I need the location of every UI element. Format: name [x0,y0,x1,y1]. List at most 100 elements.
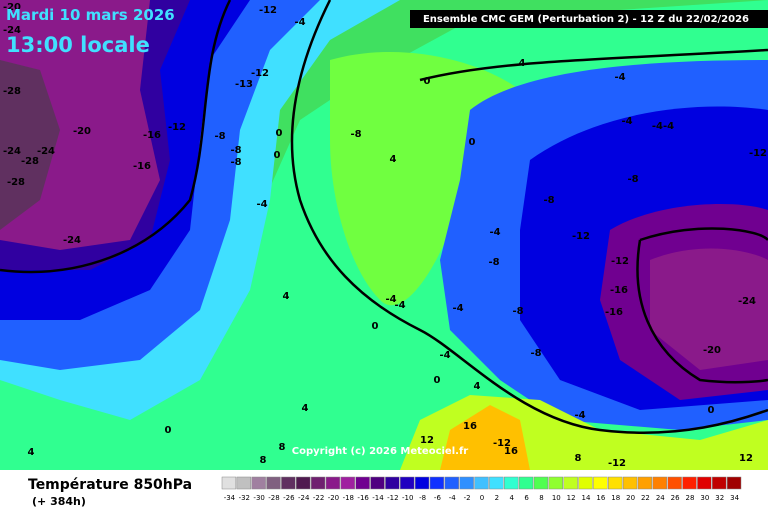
contour-label: 4 [474,381,481,392]
field-russia-neg20 [650,248,768,370]
scale-swatch [518,476,534,490]
contour-label: -4 [489,227,500,238]
contour-label: 12 [420,435,434,446]
scale-label: -32 [239,494,250,502]
scale-label: 20 [626,494,635,502]
scale-label: -10 [402,494,413,502]
scale-swatch [414,476,430,490]
contour-label: -8 [530,348,541,359]
contour-label: 16 [463,421,477,432]
contour-label: -12 [608,458,626,469]
time: 13:00 locale [6,33,150,57]
contour-label: -12 [168,122,186,133]
contour-label: -8 [350,129,361,140]
contour-label: 0 [165,425,172,436]
scale-swatch [563,476,578,490]
contour-label: 8 [575,453,582,464]
contour-label: -16 [605,307,623,318]
map [0,0,768,470]
contour-label: -12 [611,256,629,267]
contour-label: -24 [3,146,21,157]
contour-label: -24 [37,146,55,157]
header-box [410,10,768,28]
contour-label: -12 [259,5,277,16]
scale-label: -8 [419,494,426,502]
isotherm-neg12 [0,0,232,274]
contour-label: -4 [294,17,305,28]
scale-swatch [533,476,549,490]
contour-label: 16 [504,446,518,457]
scale-label: 28 [686,494,695,502]
contour-label: 0 [372,321,379,332]
scale-swatch [622,476,638,490]
contour-label: 12 [739,453,753,464]
scale-label: -22 [313,494,324,502]
scale-label: 10 [552,494,561,502]
contour-label: 4 [302,403,309,414]
scale-label: 30 [700,494,709,502]
scale-label: -12 [387,494,398,502]
contour-label: -4 [394,300,405,311]
scale-swatch [459,476,474,490]
isotherm-0 [290,0,768,434]
scale-label: 8 [539,494,543,502]
scale-swatch [652,476,667,490]
scale-label: -30 [253,494,264,502]
scale-swatch [429,476,445,490]
model-info: Ensemble CMC GEM (Perturbation 2) - 12 Z… [423,14,749,25]
scale-label: 26 [671,494,680,502]
scale-swatch [474,476,489,490]
contour-label: -28 [7,177,25,188]
scale-swatch [548,476,563,490]
isotherm-neg16 [636,227,768,384]
contour-label: -8 [230,145,241,156]
copyright: Copyright (c) 2026 Meteociel.fr [292,446,469,457]
contour-label: -8 [512,306,523,317]
scale-swatch [504,476,519,490]
scale-swatch [682,476,697,490]
scale-swatch [578,476,593,490]
contour-label: 4 [28,447,35,458]
scale-swatch [236,476,251,490]
contour-label: -16 [143,130,161,141]
scale-swatch [667,476,682,490]
scale-label: -6 [434,494,442,502]
scale-label: 6 [524,494,529,502]
scale-swatch [281,476,296,490]
contour-label: -16 [133,161,151,172]
contour-label: -13 [235,79,253,90]
scale-swatch [266,476,281,490]
contour-label: -4 [439,350,450,361]
contour-label: -20 [73,126,91,137]
contour-label: -4-4 [652,121,674,132]
contour-label: 0 [276,128,283,139]
date: Mardi 10 mars 2026 [6,6,175,24]
contour-label: -4 [574,410,585,421]
scale-label: 22 [641,494,650,502]
contour-label: 0 [469,137,476,148]
scale-swatch [444,476,459,490]
contour-label: -28 [3,86,21,97]
contour-label: -12 [572,231,590,242]
contour-label: 4 [283,291,290,302]
scale-label: 0 [480,494,484,502]
contour-label: -4 [621,116,632,127]
field-africa-20 [440,405,530,470]
scale-label: 12 [567,494,576,502]
contour-labels: -20 -12-4-244-4-12-13 0-28-20 -16-12-8 0 -8-4… [3,2,767,469]
contour-label: 0 [708,405,715,416]
field-neg26 [0,60,60,230]
contour-label: -8 [627,174,638,185]
contour-label: -8 [543,195,554,206]
color-scale: -34 -32 -30 -28 -26 -24 -22 -20 -18 -16 -14 -12 -10-… [221,476,742,502]
contour-label: -16 [610,285,628,296]
contour-label: 0 [424,76,431,87]
scale-swatch [251,476,266,490]
scale-swatch [637,476,653,490]
contour-label: -24 [738,296,756,307]
contour-label: 8 [260,455,267,466]
scale-label: 14 [582,494,591,502]
scale-swatch [697,476,712,490]
scale-swatch [489,476,504,490]
scale-label: 2 [495,494,499,502]
